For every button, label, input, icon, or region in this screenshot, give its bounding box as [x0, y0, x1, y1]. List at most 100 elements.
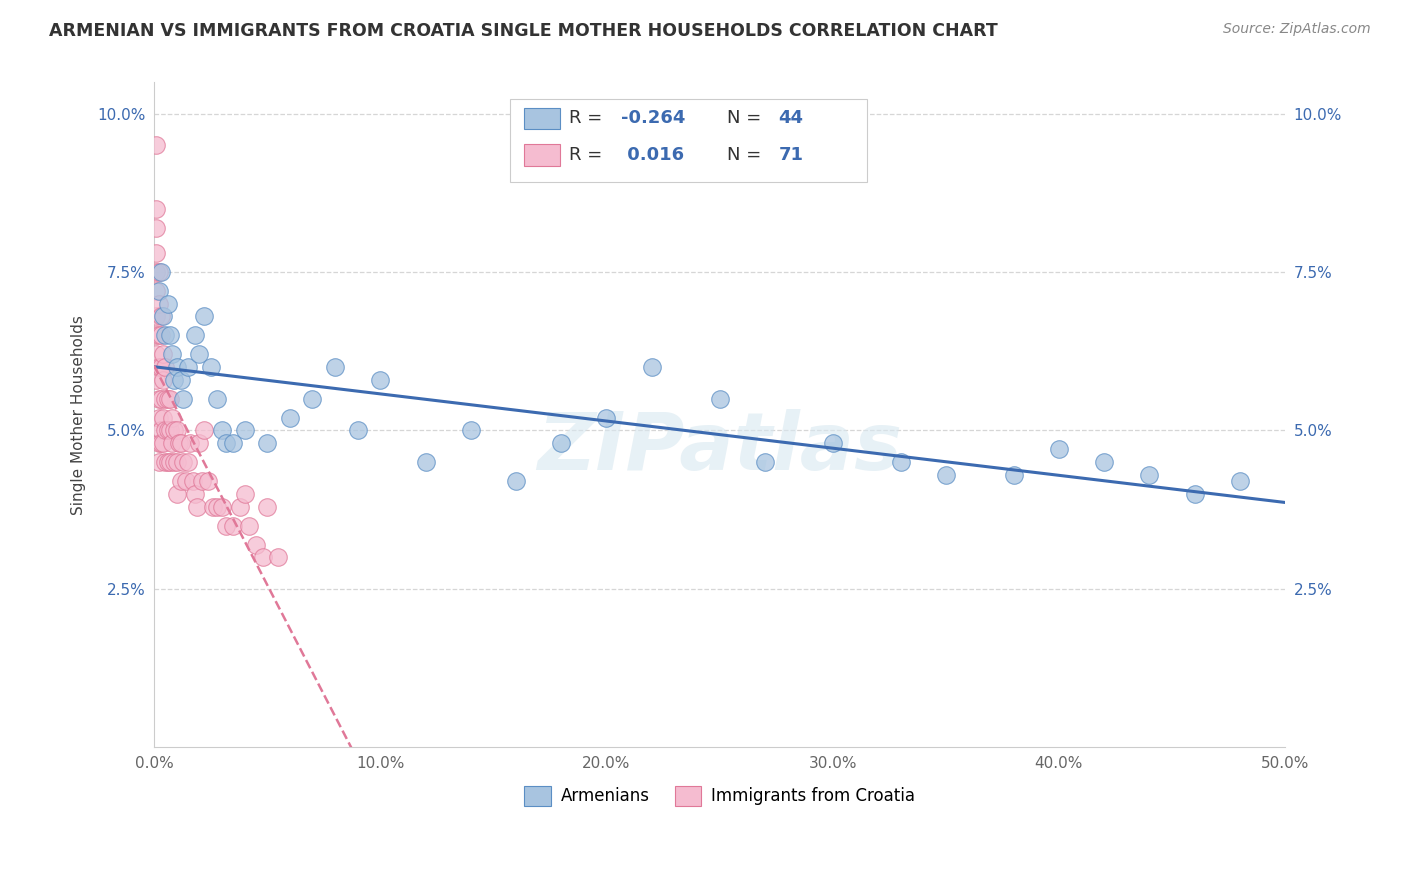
Point: [170, 474, 193, 488]
Point: [641, 360, 664, 375]
Point: [166, 360, 188, 375]
Point: [152, 310, 174, 324]
Point: [159, 455, 181, 469]
Point: [148, 455, 170, 469]
Point: [155, 392, 177, 406]
Point: [368, 373, 391, 387]
Point: [415, 455, 437, 469]
Point: [184, 328, 207, 343]
Point: [278, 410, 301, 425]
Point: [148, 265, 170, 279]
Point: [145, 328, 167, 343]
Point: [160, 347, 183, 361]
Point: [215, 436, 238, 450]
Point: [145, 265, 167, 279]
Point: [149, 392, 172, 406]
Point: [148, 360, 170, 375]
Point: [145, 284, 167, 298]
Point: [149, 424, 172, 438]
Point: [595, 410, 617, 425]
Point: [709, 392, 731, 406]
Point: [256, 436, 278, 450]
Point: [155, 424, 177, 438]
Point: [179, 436, 201, 450]
Point: [233, 487, 256, 501]
Text: ZIPatlas: ZIPatlas: [537, 409, 903, 487]
Point: [256, 500, 278, 514]
Point: [1002, 467, 1025, 482]
Point: [267, 550, 290, 565]
Text: ARMENIAN VS IMMIGRANTS FROM CROATIA SINGLE MOTHER HOUSEHOLDS CORRELATION CHART: ARMENIAN VS IMMIGRANTS FROM CROATIA SING…: [49, 22, 998, 40]
Point: [177, 455, 200, 469]
Point: [181, 474, 204, 488]
Point: [177, 360, 200, 375]
Point: [1184, 487, 1206, 501]
Text: 0.016: 0.016: [621, 146, 685, 164]
Text: Source: ZipAtlas.com: Source: ZipAtlas.com: [1223, 22, 1371, 37]
Point: [155, 328, 177, 343]
Point: [148, 284, 170, 298]
Point: [1092, 455, 1115, 469]
Point: [222, 518, 245, 533]
Point: [184, 487, 207, 501]
FancyBboxPatch shape: [510, 98, 866, 182]
Point: [188, 347, 211, 361]
Point: [149, 328, 172, 343]
Point: [170, 373, 193, 387]
Point: [1229, 474, 1251, 488]
Point: [155, 455, 177, 469]
Point: [193, 310, 215, 324]
Point: [145, 202, 167, 216]
Point: [821, 436, 844, 450]
Point: [148, 328, 170, 343]
Point: [166, 455, 188, 469]
Point: [935, 467, 957, 482]
Y-axis label: Single Mother Households: Single Mother Households: [72, 315, 86, 515]
Point: [145, 310, 167, 324]
Point: [172, 455, 194, 469]
Text: R =: R =: [569, 146, 609, 164]
Text: 71: 71: [779, 146, 803, 164]
Point: [207, 500, 229, 514]
Point: [149, 436, 172, 450]
Point: [159, 392, 181, 406]
Point: [166, 424, 188, 438]
FancyBboxPatch shape: [524, 145, 560, 166]
Point: [156, 455, 179, 469]
Point: [174, 474, 197, 488]
Point: [323, 360, 346, 375]
Point: [1047, 442, 1070, 457]
Point: [145, 138, 167, 153]
Point: [148, 392, 170, 406]
Point: [190, 474, 212, 488]
Point: [301, 392, 323, 406]
Point: [145, 347, 167, 361]
Point: [159, 328, 181, 343]
Point: [152, 410, 174, 425]
Point: [155, 360, 177, 375]
Point: [222, 436, 245, 450]
Point: [550, 436, 572, 450]
Point: [186, 500, 208, 514]
Point: [163, 424, 186, 438]
Point: [145, 220, 167, 235]
Point: [159, 424, 181, 438]
Point: [754, 455, 776, 469]
Point: [215, 518, 238, 533]
Legend: Armenians, Immigrants from Croatia: Armenians, Immigrants from Croatia: [517, 780, 922, 813]
Point: [148, 296, 170, 310]
Point: [148, 410, 170, 425]
Point: [460, 424, 482, 438]
Point: [505, 474, 527, 488]
Point: [238, 518, 260, 533]
Point: [211, 424, 233, 438]
Point: [207, 392, 229, 406]
Point: [1137, 467, 1160, 482]
Point: [145, 246, 167, 260]
Point: [193, 424, 215, 438]
Point: [152, 347, 174, 361]
Point: [201, 500, 224, 514]
Point: [172, 392, 194, 406]
Point: [152, 373, 174, 387]
Point: [245, 537, 267, 551]
